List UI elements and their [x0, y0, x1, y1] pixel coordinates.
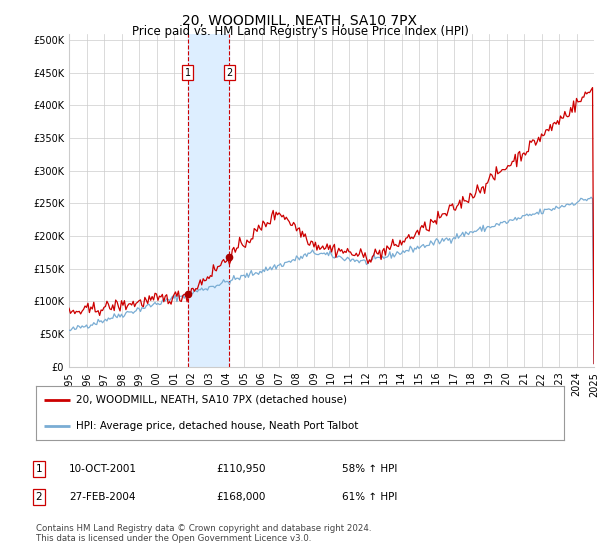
Text: 20, WOODMILL, NEATH, SA10 7PX: 20, WOODMILL, NEATH, SA10 7PX [182, 14, 418, 28]
Text: 20, WOODMILL, NEATH, SA10 7PX (detached house): 20, WOODMILL, NEATH, SA10 7PX (detached … [76, 395, 347, 405]
Text: 1: 1 [185, 68, 191, 78]
Text: £168,000: £168,000 [216, 492, 265, 502]
Text: 27-FEB-2004: 27-FEB-2004 [69, 492, 136, 502]
Text: £110,950: £110,950 [216, 464, 265, 474]
Text: 58% ↑ HPI: 58% ↑ HPI [342, 464, 397, 474]
Text: 1: 1 [35, 464, 43, 474]
Text: Price paid vs. HM Land Registry's House Price Index (HPI): Price paid vs. HM Land Registry's House … [131, 25, 469, 38]
Text: Contains HM Land Registry data © Crown copyright and database right 2024.
This d: Contains HM Land Registry data © Crown c… [36, 524, 371, 543]
Text: 10-OCT-2001: 10-OCT-2001 [69, 464, 137, 474]
Text: 2: 2 [226, 68, 232, 78]
Text: HPI: Average price, detached house, Neath Port Talbot: HPI: Average price, detached house, Neat… [76, 421, 358, 431]
Text: 61% ↑ HPI: 61% ↑ HPI [342, 492, 397, 502]
Bar [188, 34, 229, 367]
Text: 2: 2 [35, 492, 43, 502]
